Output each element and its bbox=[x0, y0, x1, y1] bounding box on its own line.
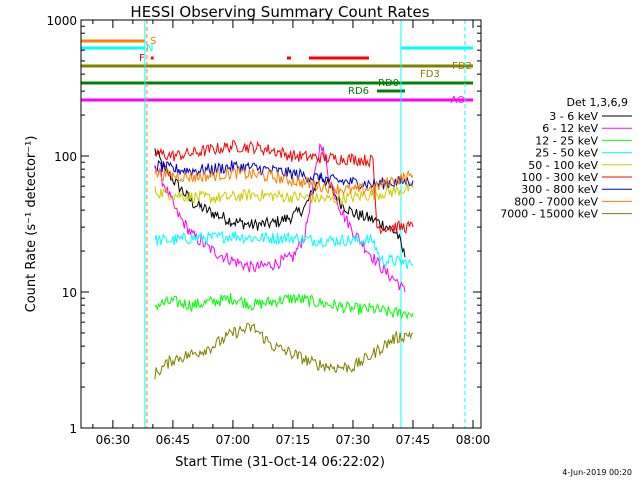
x-tick-label: 07:15 bbox=[276, 433, 311, 447]
x-tick-label: 07:00 bbox=[216, 433, 251, 447]
series-line-5 bbox=[154, 182, 414, 207]
series-line-9 bbox=[154, 322, 414, 380]
flag-label-n: N bbox=[146, 43, 153, 54]
legend-label: 7000 - 15000 keV bbox=[500, 208, 598, 221]
legend-label: 100 - 300 keV bbox=[521, 171, 598, 184]
legend-label: 50 - 100 keV bbox=[528, 159, 598, 172]
x-tick-label: 06:45 bbox=[156, 433, 191, 447]
y-tick-label: 1000 bbox=[46, 14, 77, 28]
series-line-1 bbox=[154, 148, 406, 258]
flag-label-rd6: RD6 bbox=[348, 86, 369, 97]
legend-label: 3 - 6 keV bbox=[549, 110, 598, 123]
x-tick-label: 06:30 bbox=[96, 433, 131, 447]
flag-label-ao: AO bbox=[450, 95, 465, 106]
legend-label: 6 - 12 keV bbox=[542, 122, 598, 135]
legend-label: 25 - 50 keV bbox=[535, 147, 598, 160]
legend-label: 300 - 800 keV bbox=[521, 183, 598, 196]
series-line-2 bbox=[154, 142, 406, 293]
y-axis-label: Count Rate (s⁻¹ detector⁻¹) bbox=[24, 136, 39, 313]
legend-label: 800 - 7000 keV bbox=[514, 195, 598, 208]
series-line-3 bbox=[154, 292, 414, 321]
flag-label-fd2: FD2 bbox=[452, 61, 472, 72]
legend-title: Det 1,3,6,9 bbox=[566, 96, 628, 109]
series-line-8 bbox=[154, 166, 414, 196]
x-tick-label: 07:45 bbox=[396, 433, 431, 447]
flag-label-rd0: RD0 bbox=[378, 78, 399, 89]
chart-title: HESSI Observing Summary Count Rates bbox=[130, 3, 429, 21]
y-tick-label: 100 bbox=[54, 150, 77, 164]
flag-label-s: S bbox=[150, 36, 156, 47]
x-tick-label: 08:00 bbox=[456, 433, 491, 447]
flag-label-fd3: FD3 bbox=[420, 69, 440, 80]
flag-label-f: F bbox=[139, 53, 145, 64]
series-line-6 bbox=[154, 140, 414, 235]
y-tick-label: 10 bbox=[62, 286, 77, 300]
x-tick-label: 07:30 bbox=[336, 433, 371, 447]
series-line-4 bbox=[154, 230, 414, 270]
plot-area: 06:30 06:45 07:00 07:15 07:30 07:45 08:00 1 10 10… bbox=[46, 14, 490, 447]
plot-frame bbox=[80, 19, 482, 429]
legend-label: 12 - 25 keV bbox=[535, 134, 598, 147]
y-tick-label: 1 bbox=[69, 422, 77, 436]
date-stamp: 4-Jun-2019 00:20 bbox=[562, 468, 632, 477]
x-axis-label: Start Time (31-Oct-14 06:22:02) bbox=[175, 455, 385, 470]
